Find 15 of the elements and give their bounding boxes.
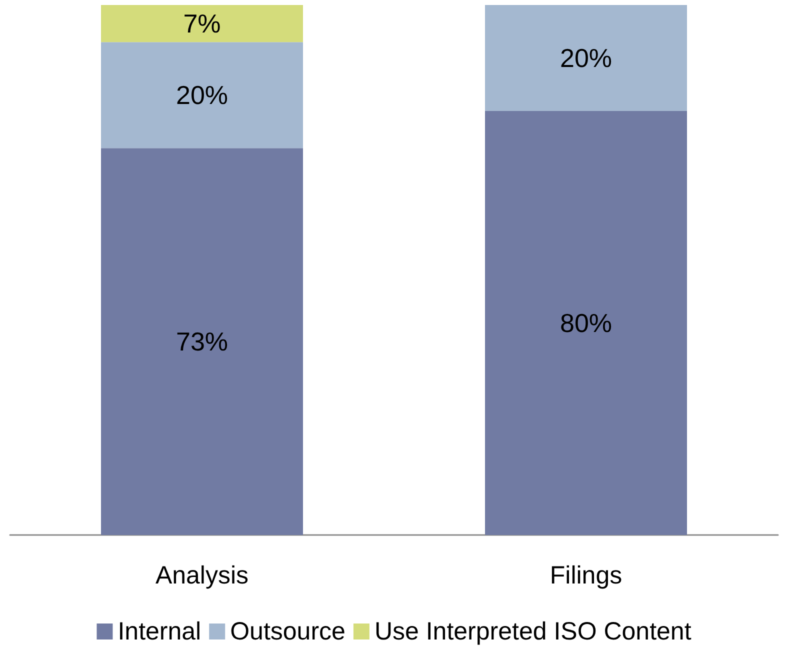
bar	[101, 42, 303, 148]
data-label: 20%	[176, 80, 228, 110]
bar	[485, 111, 687, 535]
legend-label: Internal	[118, 618, 202, 646]
x-tick-label: Filings	[550, 562, 622, 590]
bar	[485, 5, 687, 111]
legend-label: Use Interpreted ISO Content	[374, 618, 692, 646]
legend-label: Outsource	[230, 618, 346, 646]
bar	[101, 148, 303, 535]
data-label: 20%	[560, 43, 612, 73]
data-label: 73%	[176, 326, 228, 357]
x-tick-label: Analysis	[155, 562, 249, 590]
data-label: 80%	[560, 308, 612, 338]
bar	[101, 5, 303, 42]
data-label: 7%	[183, 8, 221, 39]
